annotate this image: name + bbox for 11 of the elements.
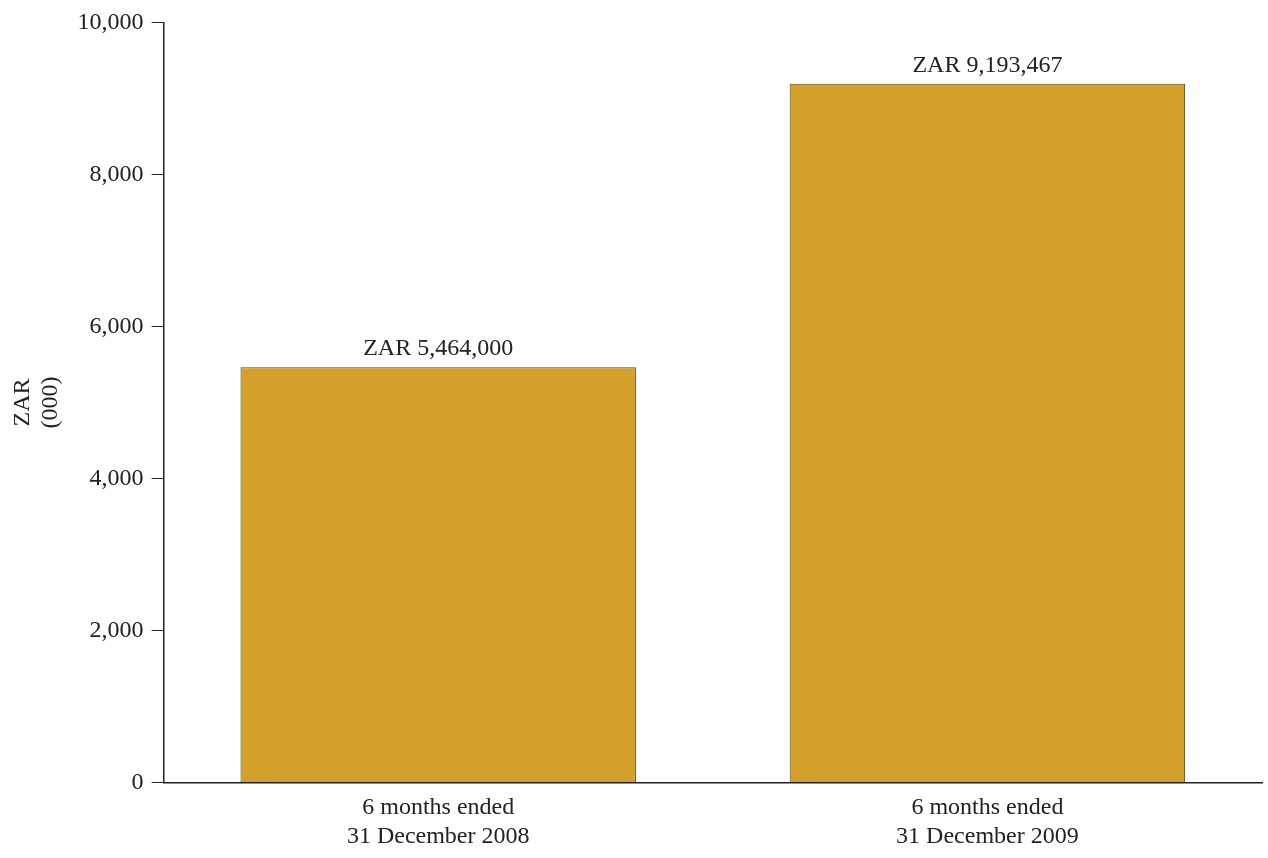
y-tick-label: 8,000 — [89, 159, 144, 186]
data-label: ZAR 5,464,000 — [363, 334, 514, 361]
y-axis-title: ZAR (000) — [7, 376, 63, 429]
y-tick-label: 6,000 — [89, 311, 144, 338]
y-tick-label: 2,000 — [89, 615, 144, 642]
y-tick-label: 4,000 — [89, 463, 144, 490]
data-label: ZAR 9,193,467 — [912, 50, 1063, 77]
y-tick-label: 10,000 — [77, 7, 144, 34]
y-tick-label: 0 — [131, 767, 144, 794]
x-tick-label: 6 months ended 31 December 2009 — [896, 793, 1079, 848]
x-tick-label: 6 months ended 31 December 2008 — [346, 793, 530, 848]
